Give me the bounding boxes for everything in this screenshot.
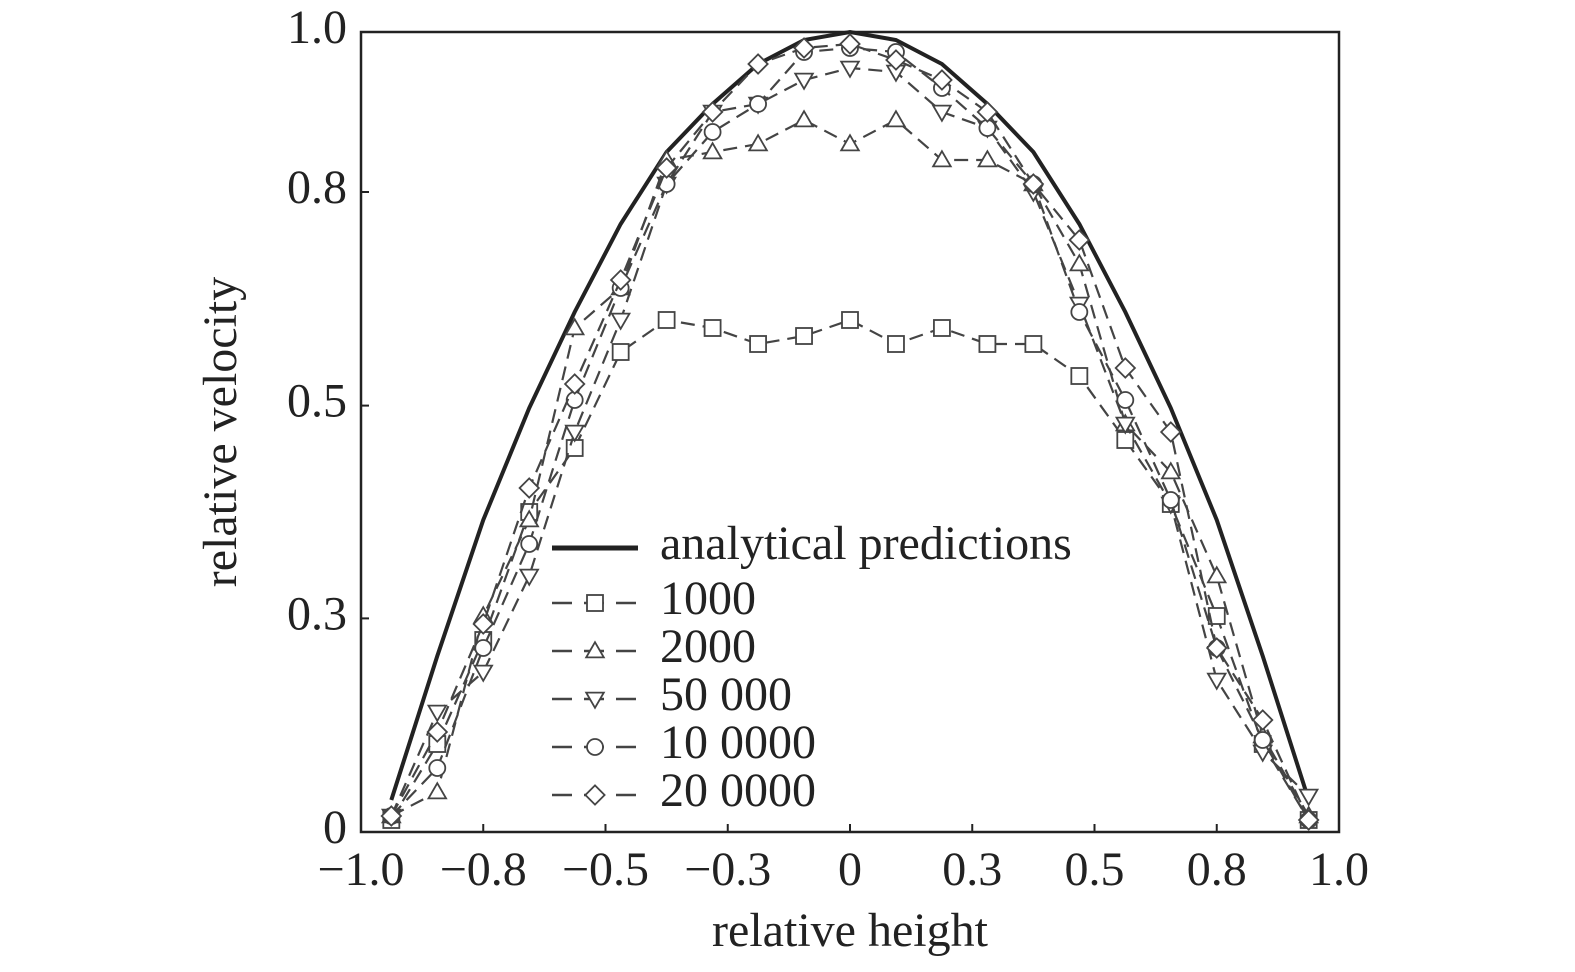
x-tick-label: −0.3 [684,843,771,896]
marker [1206,565,1228,584]
marker [426,721,449,743]
marker [749,95,767,113]
marker [1024,335,1043,353]
marker [657,311,676,329]
analytical-line [389,29,1311,801]
marker [1206,672,1228,691]
y-tick-label: 0.8 [287,161,347,214]
marker [380,805,403,827]
x-axis-label: relative height [712,904,989,957]
series-line [390,42,1310,821]
marker [839,133,861,152]
marker [977,149,998,168]
marker [1298,788,1320,807]
marker [701,101,724,123]
legend-label: 50 000 [660,668,792,721]
marker [841,311,859,329]
marker [1297,809,1320,831]
legend-label: 10 0000 [660,716,816,769]
marker [1161,491,1180,509]
marker [1114,416,1136,435]
marker [795,327,813,345]
marker [747,53,769,75]
marker [931,149,953,168]
y-tick-label: 0.3 [287,587,347,640]
marker [474,639,493,657]
x-tick-label: −0.5 [562,843,649,896]
x-tick-label: −1.0 [317,843,404,896]
x-tick-label: −0.8 [440,843,527,896]
legend-marker [584,691,606,710]
marker [610,312,632,331]
legend-marker [586,738,604,756]
marker [564,317,586,336]
marker [1205,637,1228,659]
marker [1022,173,1045,195]
legend-marker [584,640,606,659]
marker [611,343,630,361]
marker [887,335,905,353]
marker [563,373,586,395]
series-line [390,318,1310,821]
x-tick-label: 1.0 [1309,843,1369,896]
marker [703,123,722,141]
legend-label: 1000 [660,572,756,625]
marker [793,37,815,59]
marker [978,335,997,353]
marker [609,269,632,291]
marker [426,704,448,723]
marker [1159,421,1182,443]
marker [655,157,678,179]
y-tick-label: 0 [323,801,347,854]
marker [1070,367,1089,385]
marker [976,101,999,123]
y-tick-label: 0.5 [287,375,347,428]
marker [1068,229,1091,251]
marker [520,535,539,553]
marker [931,69,953,91]
marker [1160,461,1182,480]
marker [518,509,540,528]
marker [749,335,767,353]
marker [839,33,861,55]
marker [1114,357,1137,379]
x-tick-label: 0.5 [1065,843,1125,896]
marker [931,104,953,123]
x-tick-label: 0 [838,843,862,896]
legend-label: 2000 [660,620,756,673]
marker [885,49,907,71]
legend-marker [584,784,606,806]
marker [518,568,540,587]
marker [472,664,494,683]
marker [747,133,769,152]
marker [472,613,495,635]
marker [793,109,815,128]
legend-marker [586,594,604,612]
marker [1251,709,1274,731]
marker [702,141,723,160]
x-tick-label: 0.8 [1187,843,1247,896]
marker [839,60,861,79]
legend-label: 20 0000 [660,764,816,817]
marker [1116,391,1135,409]
marker [1068,253,1090,272]
y-tick-label: 1.0 [287,1,347,54]
x-tick-label: 0.3 [942,843,1002,896]
marker [793,72,815,91]
marker [426,781,448,800]
marker [518,477,541,499]
y-axis-label: relative velocity [194,277,247,588]
marker [885,109,907,128]
marker [703,319,722,337]
marker [1070,303,1089,321]
marker [933,319,951,337]
marker [564,424,586,443]
marker [428,759,447,777]
legend-label: analytical predictions [660,517,1072,570]
marker [1207,607,1226,625]
